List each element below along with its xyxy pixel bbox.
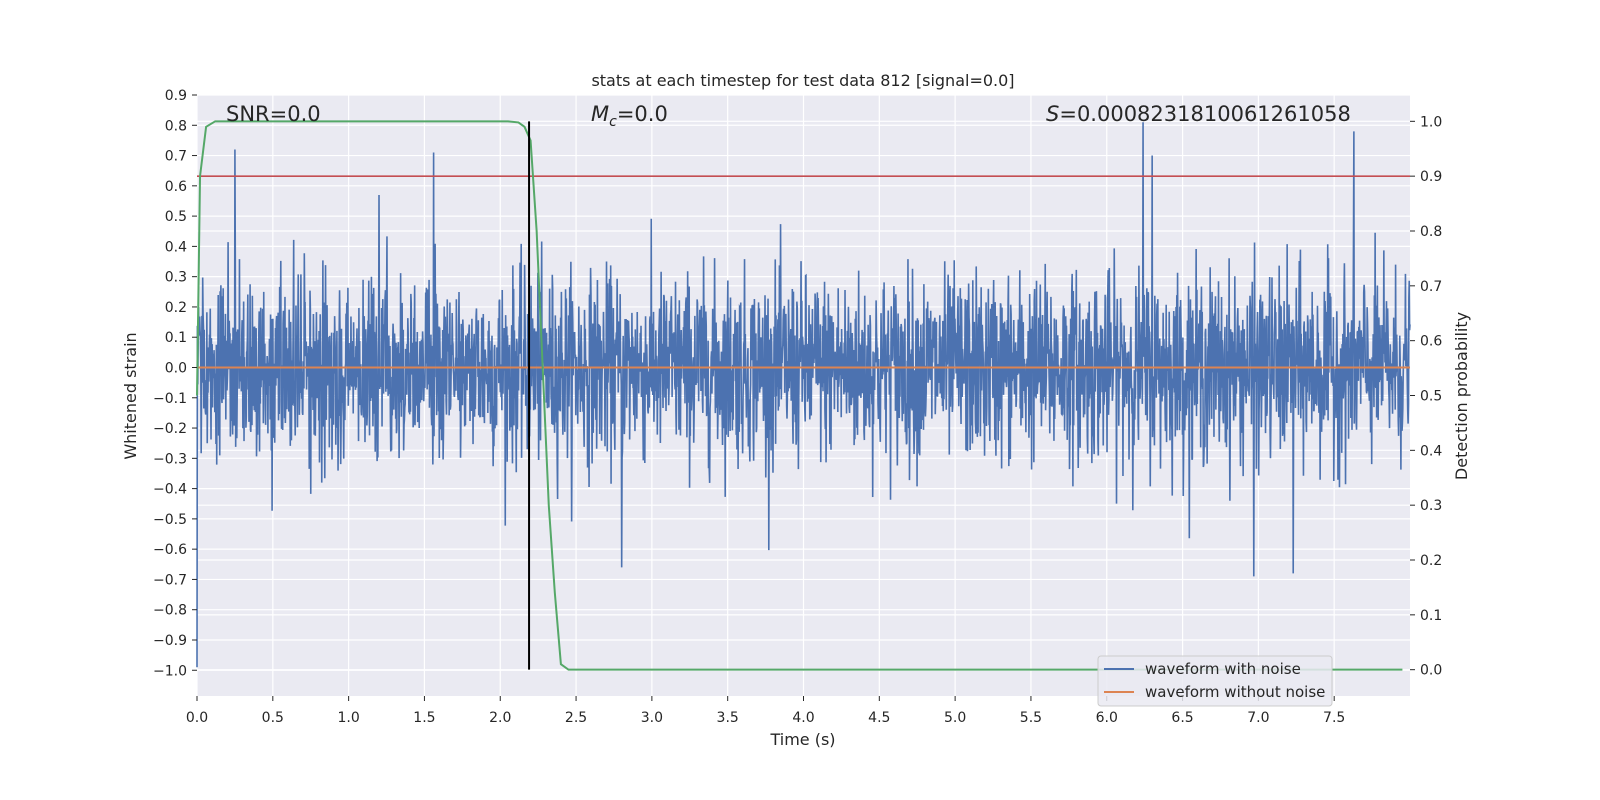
chirp-mass-symbol: M [591,102,609,126]
x-tick-label: 3.5 [717,710,739,726]
right-y-tick-label: 0.5 [1420,389,1442,405]
left-y-tick-label: 0.0 [165,360,187,376]
right-y-tick-label: 0.8 [1420,224,1442,240]
left-y-tick-label: −0.6 [153,542,187,558]
left-y-tick-label: −0.1 [153,391,187,407]
chart-title: stats at each timestep for test data 812… [591,71,1014,90]
left-y-tick-labels: 0.9 0.8 0.7 0.6 0.5 0.4 0.3 0.2 0.1 0.0 −0.1 −0.2 −0… [153,88,197,679]
x-tick-label: 0.5 [262,710,284,726]
x-tick-label: 2.5 [565,710,587,726]
x-tick-label: 6.0 [1096,710,1118,726]
left-y-tick-label: 0.6 [165,179,187,195]
left-y-tick-label: −1.0 [153,663,187,679]
score-symbol: S [1046,102,1059,126]
left-y-tick-label: 0.8 [165,118,187,134]
left-y-tick-label: 0.3 [165,270,187,286]
left-y-tick-label: 0.4 [165,239,187,255]
right-y-tick-labels: 1.0 0.9 0.8 0.7 0.6 0.5 0.4 0.3 0.2 0.1 0.0 [1410,114,1442,679]
x-tick-label: 5.0 [944,710,966,726]
right-y-tick-label: 0.4 [1420,443,1442,459]
x-tick-label: 4.5 [868,710,890,726]
x-tick-label: 6.5 [1171,710,1193,726]
legend-label-noise: waveform with noise [1145,660,1301,678]
legend: waveform with noise waveform without noi… [1097,655,1333,707]
left-y-tick-label: −0.4 [153,482,187,498]
right-y-axis-label: Detection probability [1452,312,1471,480]
x-tick-label: 7.0 [1247,710,1269,726]
left-y-tick-label: −0.2 [153,421,187,437]
left-y-tick-label: 0.9 [165,88,187,104]
left-y-tick-label: −0.8 [153,603,187,619]
x-tick-label: 5.5 [1020,710,1042,726]
legend-box [1097,655,1333,707]
legend-label-clean: waveform without noise [1145,683,1325,701]
left-y-tick-label: 0.7 [165,149,187,165]
snr-annotation: SNR=0.0 [226,102,321,126]
right-y-tick-label: 0.1 [1420,608,1442,624]
score-value: =0.0008231810061261058 [1059,102,1351,126]
chirp-mass-value: =0.0 [617,102,668,126]
left-y-tick-label: −0.3 [153,451,187,467]
chirp-mass-annotation: Mc=0.0 [591,102,668,130]
left-y-tick-label: 0.5 [165,209,187,225]
x-tick-label: 1.0 [337,710,359,726]
right-y-tick-label: 0.2 [1420,553,1442,569]
chirp-mass-subscript: c [609,114,617,130]
left-y-tick-label: 0.1 [165,330,187,346]
x-tick-label: 1.5 [413,710,435,726]
right-y-tick-label: 0.3 [1420,498,1442,514]
x-tick-labels: 0.0 0.5 1.0 1.5 2.0 2.5 3.0 3.5 4.0 4.5 5.0 5.5 6.0 6… [186,696,1345,726]
right-y-tick-label: 0.7 [1420,279,1442,295]
line-series-layer [196,120,1410,671]
x-tick-label: 7.5 [1323,710,1345,726]
detection-probability-line [196,120,1403,671]
score-annotation: S=0.0008231810061261058 [1046,102,1351,126]
waveform-with-noise-series [196,122,1411,668]
left-y-tick-label: 0.2 [165,300,187,316]
x-tick-label: 4.0 [792,710,814,726]
left-y-tick-label: −0.7 [153,572,187,588]
right-y-tick-label: 0.6 [1420,334,1442,350]
x-tick-label: 2.0 [489,710,511,726]
waveform-with-noise-line [196,122,1411,668]
left-y-tick-label: −0.5 [153,512,187,528]
right-y-tick-label: 1.0 [1420,114,1442,130]
right-y-tick-label: 0.0 [1420,663,1442,679]
x-axis-label: Time (s) [769,730,835,749]
left-y-axis-label: Whitened strain [121,332,140,459]
left-y-tick-label: −0.9 [153,633,187,649]
x-tick-label: 3.0 [641,710,663,726]
x-tick-label: 0.0 [186,710,208,726]
right-y-tick-label: 0.9 [1420,169,1442,185]
